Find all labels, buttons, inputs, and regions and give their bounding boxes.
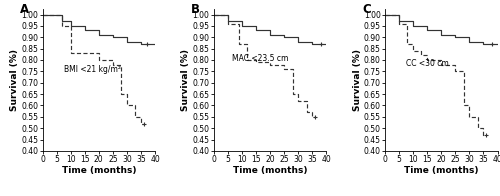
Text: A: A (20, 3, 29, 16)
X-axis label: Time (months): Time (months) (404, 166, 478, 175)
X-axis label: Time (months): Time (months) (233, 166, 307, 175)
Y-axis label: Survival (%): Survival (%) (352, 49, 362, 111)
Text: CC <30 cm: CC <30 cm (406, 59, 448, 68)
Text: B: B (191, 3, 200, 16)
Y-axis label: Survival (%): Survival (%) (182, 49, 190, 111)
Text: BMI <21 kg/m²: BMI <21 kg/m² (64, 65, 120, 74)
X-axis label: Time (months): Time (months) (62, 166, 136, 175)
Text: MAC <23.5 cm: MAC <23.5 cm (232, 54, 288, 63)
Y-axis label: Survival (%): Survival (%) (10, 49, 20, 111)
Text: C: C (362, 3, 371, 16)
